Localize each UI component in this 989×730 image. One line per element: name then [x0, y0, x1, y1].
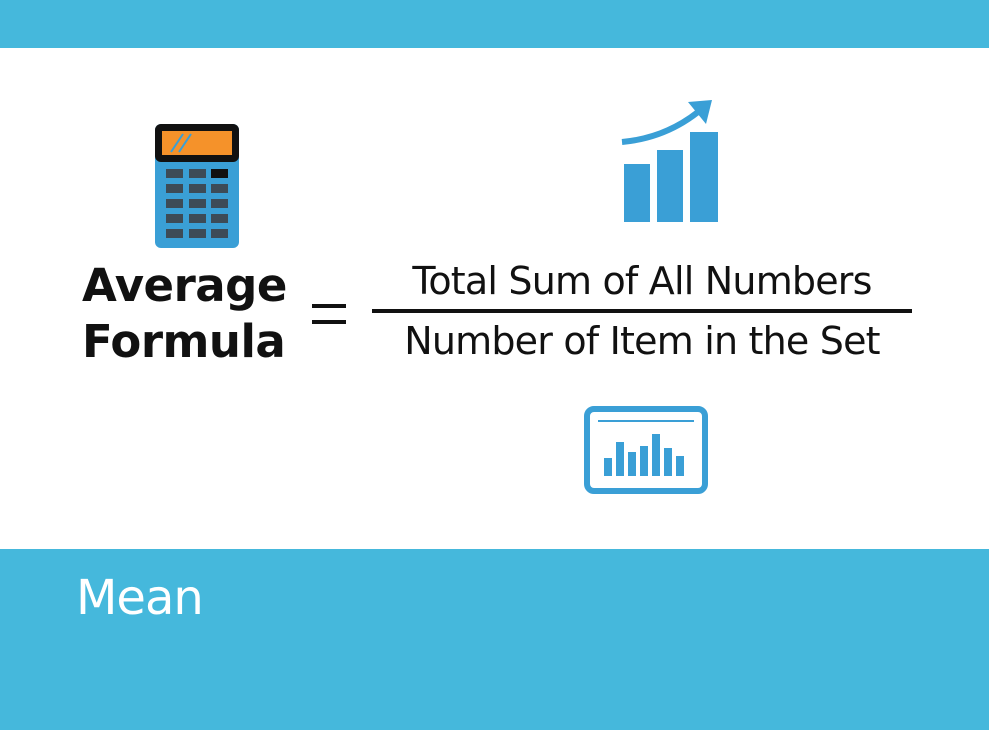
formula-lhs: Average Formula	[82, 258, 292, 370]
bar-chart-monitor-icon	[584, 406, 708, 499]
caption-mean: Mean	[76, 570, 204, 626]
lhs-line-average: Average	[82, 259, 287, 312]
growth-chart-icon	[620, 98, 720, 227]
bottom-band	[0, 549, 989, 730]
equals-sign	[312, 300, 348, 328]
fraction-bar	[372, 309, 912, 313]
lhs-line-formula: Formula	[82, 315, 286, 368]
top-band	[0, 0, 989, 48]
formula-numerator: Total Sum of All Numbers	[412, 259, 872, 303]
formula-denominator: Number of Item in the Set	[404, 319, 880, 363]
calculator-icon	[155, 124, 239, 253]
